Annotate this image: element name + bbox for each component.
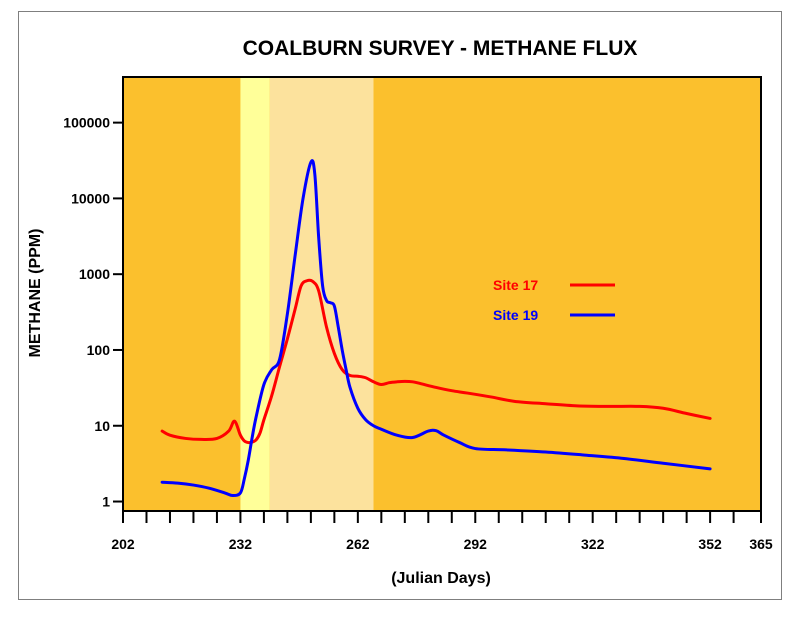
y-tick-label-10000: 10000 <box>71 190 110 206</box>
y-tick-label-1: 1 <box>102 494 110 510</box>
highlight-bands <box>240 77 374 511</box>
x-tick-label-262: 262 <box>346 536 370 552</box>
x-tick-label-365: 365 <box>749 536 773 552</box>
y-tick-label-1000: 1000 <box>79 266 110 282</box>
x-tick-label-232: 232 <box>229 536 253 552</box>
legend-label-site-17: Site 17 <box>493 277 538 293</box>
x-axis-label: (Julian Days) <box>391 570 491 587</box>
y-tick-label-100000: 100000 <box>63 115 110 131</box>
y-axis: 1 10 100 1000 10000 100000 <box>63 115 123 510</box>
highlight-band-1 <box>240 77 270 511</box>
plot-background <box>123 77 761 511</box>
legend-label-site-19: Site 19 <box>493 307 538 323</box>
x-tick-label-292: 292 <box>464 536 488 552</box>
series-line-site-19 <box>160 159 712 498</box>
highlight-band-2 <box>269 77 374 511</box>
x-tick-label-202: 202 <box>111 536 135 552</box>
x-tick-label-352: 352 <box>698 536 722 552</box>
x-axis: 202 232 262 292 322 352 365 <box>111 511 773 552</box>
plot-border <box>122 76 762 512</box>
y-axis-label: METHANE (PPM) <box>27 229 44 358</box>
x-tick-label-322: 322 <box>581 536 605 552</box>
series-line-site-17 <box>160 278 712 445</box>
chart-title: COALBURN SURVEY - METHANE FLUX <box>243 37 638 60</box>
legend: Site 17 Site 19 <box>493 277 615 323</box>
y-tick-label-100: 100 <box>87 342 111 358</box>
series-lines <box>160 159 712 498</box>
y-tick-label-10: 10 <box>94 418 110 434</box>
